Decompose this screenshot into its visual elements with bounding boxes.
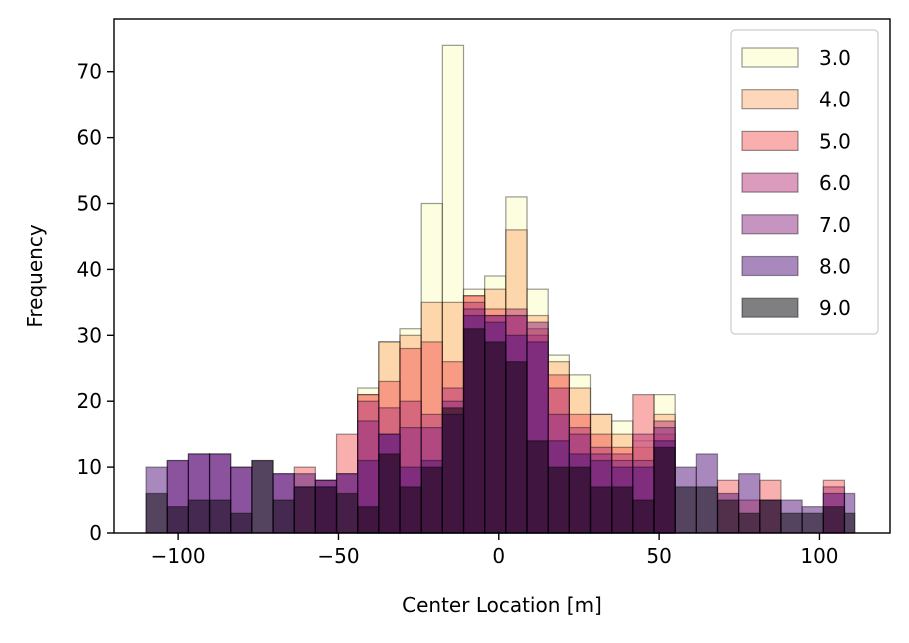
bar-series-9.0-bin-33: [843, 512, 856, 534]
bar-series-9.0-bin-16: [484, 341, 507, 534]
legend-swatch-5.0: [741, 130, 799, 151]
bar-series-9.0-bin-2: [187, 499, 211, 534]
y-axis-label: Frequency: [23, 224, 47, 327]
x-tick-label: 100: [800, 544, 838, 568]
legend-label-9.0: 9.0: [819, 296, 851, 320]
y-tick-label: 40: [77, 257, 102, 281]
legend-swatch-7.0: [741, 214, 799, 235]
bar-series-9.0-bin-22: [611, 486, 634, 534]
y-tick-label: 20: [77, 389, 102, 413]
legend-label-7.0: 7.0: [819, 213, 851, 237]
legend-label-8.0: 8.0: [819, 255, 851, 279]
x-tick-label: 50: [646, 544, 671, 568]
y-tick-label: 10: [77, 455, 102, 479]
legend-swatch-8.0: [741, 255, 799, 277]
legend-label-6.0: 6.0: [819, 171, 851, 195]
y-tick-label: 30: [77, 323, 102, 347]
bar-series-9.0-bin-27: [716, 499, 740, 534]
bar-series-9.0-bin-20: [568, 466, 592, 534]
bar-series-9.0-bin-4: [230, 512, 253, 534]
bar-series-9.0-bin-1: [166, 506, 189, 534]
legend-swatch-9.0: [741, 297, 799, 318]
legend-swatch-4.0: [741, 89, 799, 110]
bar-series-9.0-bin-3: [208, 499, 232, 534]
bar-series-9.0-bin-17: [505, 361, 528, 534]
legend-swatch-3.0: [741, 47, 799, 68]
legend-label-5.0: 5.0: [819, 129, 851, 153]
bar-series-9.0-bin-28: [738, 512, 761, 534]
plot-frame: [113, 18, 891, 534]
bar-series-9.0-bin-12: [399, 486, 422, 534]
bar-series-9.0-bin-10: [357, 506, 380, 534]
bar-series-9.0-bin-14: [441, 407, 465, 534]
y-tick-label: 60: [77, 126, 102, 150]
bar-series-9.0-bin-32: [822, 506, 846, 534]
legend-label-3.0: 3.0: [819, 46, 851, 70]
x-axis-ticks: −100 −50 0 50 100: [151, 533, 839, 568]
legend: 3.0 4.0 5.0 6.0 7.0 8.0 9.0: [730, 29, 879, 335]
bar-series-9.0-bin-30: [780, 512, 803, 534]
y-axis-ticks: 0 10 20 30 40 50 60 70: [77, 60, 114, 545]
y-tick-label: 70: [77, 60, 102, 84]
bar-series-9.0-bin-29: [759, 499, 782, 534]
legend-label-4.0: 4.0: [819, 88, 851, 112]
bar-series-9.0-bin-15: [462, 328, 486, 534]
bar-series-9.0-bin-31: [801, 512, 824, 534]
bar-series-9.0-bin-25: [674, 486, 697, 534]
y-tick-label: 0: [89, 521, 102, 545]
bar-series-9.0-bin-11: [378, 453, 401, 534]
x-tick-label: 0: [492, 544, 505, 568]
bar-series-9.0-bin-0: [145, 492, 168, 534]
bar-series-9.0-bin-9: [335, 492, 359, 534]
bar-series-9.0-bin-8: [314, 486, 338, 534]
legend-swatch-6.0: [741, 172, 799, 193]
y-tick-label: 50: [77, 192, 102, 216]
bar-series-9.0-bin-23: [632, 499, 655, 534]
bar-series-9.0-bin-5: [251, 459, 274, 534]
bar-series-9.0-bin-7: [293, 486, 316, 534]
bar-series-9.0-bin-21: [589, 486, 613, 534]
bar-series-9.0-bin-26: [695, 486, 719, 534]
bar-series-9.0-bin-18: [526, 440, 549, 534]
x-axis-label: Center Location [m]: [402, 593, 602, 617]
bar-series-9.0-bin-13: [420, 466, 443, 534]
x-tick-label: −50: [317, 544, 359, 568]
bar-series-9.0-bin-19: [547, 466, 570, 534]
bar-series-9.0-bin-24: [653, 446, 676, 534]
bar-series-9.0-bin-6: [272, 499, 295, 534]
x-tick-label: −100: [151, 544, 206, 568]
